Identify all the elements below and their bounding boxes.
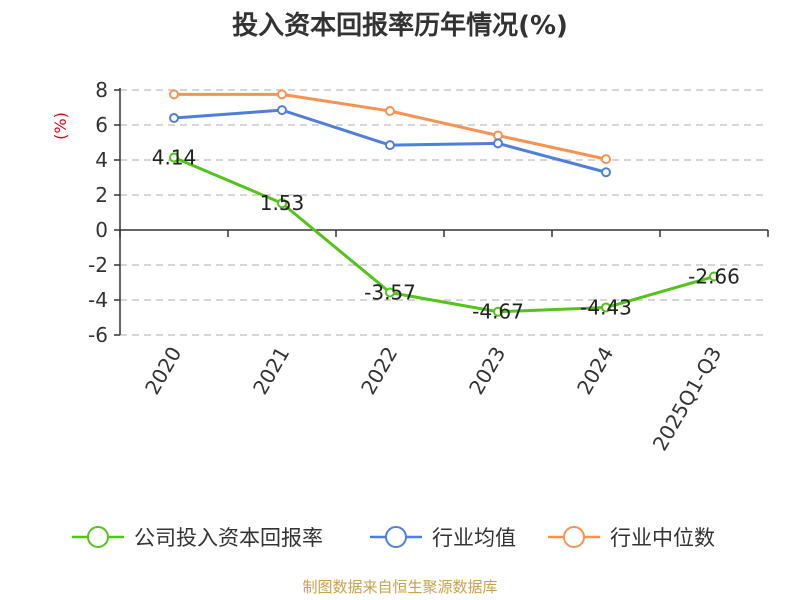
grid-lines — [120, 89, 768, 336]
y-tick-label: -2 — [88, 253, 108, 277]
legend-marker — [87, 526, 109, 548]
x-tick-label: 2022 — [356, 343, 402, 399]
data-point — [601, 154, 611, 165]
series-0: 4.14 1.53 -3.57 -4.67 -4.43 -2.66 — [152, 146, 740, 324]
series-1 — [169, 105, 611, 178]
legend-item: 行业均值 — [370, 526, 516, 550]
legend-item: 行业中位数 — [548, 526, 715, 550]
data-point — [601, 302, 611, 313]
data-point — [709, 271, 719, 282]
axes — [119, 88, 769, 335]
legend-label: 行业中位数 — [610, 526, 715, 550]
source-note: 制图数据来自恒生聚源数据库 — [302, 578, 497, 596]
data-point — [277, 198, 287, 209]
data-point — [493, 130, 503, 141]
y-tick-label: 0 — [95, 218, 108, 242]
data-label: -2.66 — [688, 265, 740, 289]
data-label: 4.14 — [152, 146, 197, 170]
chart-title: 投入资本回报率历年情况(%) — [232, 10, 568, 41]
x-tick-label: 2020 — [140, 343, 186, 399]
y-tick-label: 8 — [95, 78, 108, 102]
y-tick-label: -6 — [88, 323, 108, 347]
data-point — [385, 140, 395, 151]
data-point — [385, 287, 395, 298]
legend-label: 公司投入资本回报率 — [134, 526, 323, 550]
data-point — [169, 113, 179, 123]
legend-item: 公司投入资本回报率 — [72, 526, 323, 550]
data-point — [169, 89, 179, 100]
y-tick-label: 2 — [95, 183, 108, 207]
series-group: 4.14 1.53 -3.57 -4.67 -4.43 -2.66 — [152, 89, 740, 324]
y-axis-ticks: 8 6 4 2 0 -2 -4 -6 — [88, 78, 120, 347]
legend-label: 行业均值 — [432, 526, 516, 550]
x-axis-ticks: 2020 2021 2022 2023 2024 2025Q1-Q3 — [140, 343, 726, 455]
series-line — [173, 156, 715, 314]
data-label: -4.67 — [472, 300, 524, 324]
legend: 公司投入资本回报率 行业均值 行业中位数 — [72, 526, 715, 550]
data-point — [169, 152, 179, 163]
data-label: 1.53 — [260, 191, 305, 215]
y-tick-label: -4 — [88, 288, 108, 312]
data-point — [277, 89, 287, 100]
data-point — [601, 167, 611, 178]
x-tick-label: 2024 — [572, 343, 618, 399]
y-tick-label: 4 — [95, 148, 108, 172]
legend-marker — [563, 526, 585, 548]
x-tick-label: 2021 — [248, 343, 294, 399]
data-label: -3.57 — [364, 280, 416, 304]
data-label: -4.43 — [580, 296, 632, 320]
legend-marker — [385, 526, 407, 548]
data-point — [277, 105, 287, 116]
y-axis-unit: (%) — [51, 112, 70, 140]
x-tick-label: 2023 — [464, 343, 510, 399]
series-2 — [169, 89, 611, 165]
data-point — [385, 106, 395, 116]
x-tick-label: 2025Q1-Q3 — [648, 343, 727, 455]
y-tick-label: 6 — [95, 113, 108, 137]
data-point — [493, 138, 503, 149]
data-point — [493, 306, 503, 317]
